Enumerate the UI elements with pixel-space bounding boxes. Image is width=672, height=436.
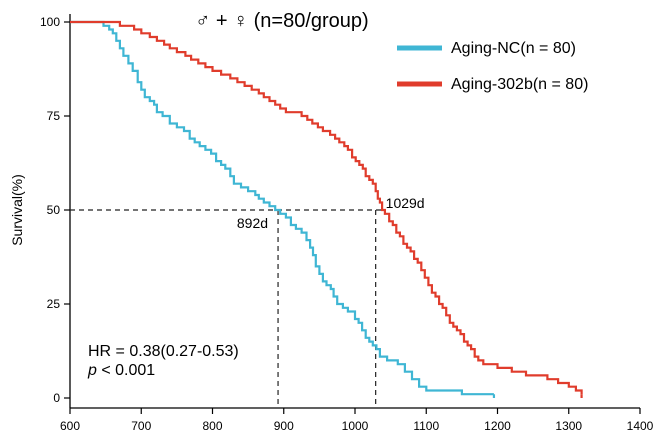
x-tick-label: 900 xyxy=(274,419,294,433)
median-guides: 892d 1029d xyxy=(70,195,425,408)
median-label: 892d xyxy=(237,215,268,231)
x-tick-label: 1100 xyxy=(413,419,439,433)
y-tick-label: 75 xyxy=(47,109,61,123)
x-tick-label: 1200 xyxy=(484,419,511,433)
x-tick-label: 1000 xyxy=(342,419,369,433)
y-tick-label: 100 xyxy=(40,15,60,29)
x-tick-label: 1400 xyxy=(627,419,654,433)
survival-curve-302b xyxy=(70,20,583,395)
p-symbol: p xyxy=(87,362,97,379)
p-value-annotation: p < 0.001 xyxy=(87,362,155,379)
y-axis: 0 25 50 75 100 xyxy=(40,14,71,408)
median-label: 1029d xyxy=(386,195,425,211)
y-tick-label: 25 xyxy=(47,297,61,311)
legend-label: Aging-NC(n = 80) xyxy=(451,40,576,57)
chart-title: ♂ + ♀ (n=80/group) xyxy=(195,10,368,32)
x-tick-label: 700 xyxy=(131,419,151,433)
y-tick-label: 0 xyxy=(53,391,60,405)
x-tick-label: 1300 xyxy=(555,419,582,433)
p-value-text: < 0.001 xyxy=(97,362,155,379)
y-axis-label: Survival(%) xyxy=(9,174,25,246)
legend: Aging-NC(n = 80) Aging-302b(n = 80) xyxy=(397,40,588,93)
survival-curves xyxy=(70,20,583,398)
legend-label: Aging-302b(n = 80) xyxy=(451,76,588,93)
y-tick-label: 50 xyxy=(47,203,61,217)
survival-curve-nc xyxy=(70,20,494,396)
x-tick-label: 800 xyxy=(202,419,222,433)
x-tick-label: 600 xyxy=(60,419,80,433)
x-axis: 600 700 800 900 1000 1100 1200 1300 1400 xyxy=(60,407,654,433)
hazard-ratio-annotation: HR = 0.38(0.27-0.53) xyxy=(88,343,239,360)
